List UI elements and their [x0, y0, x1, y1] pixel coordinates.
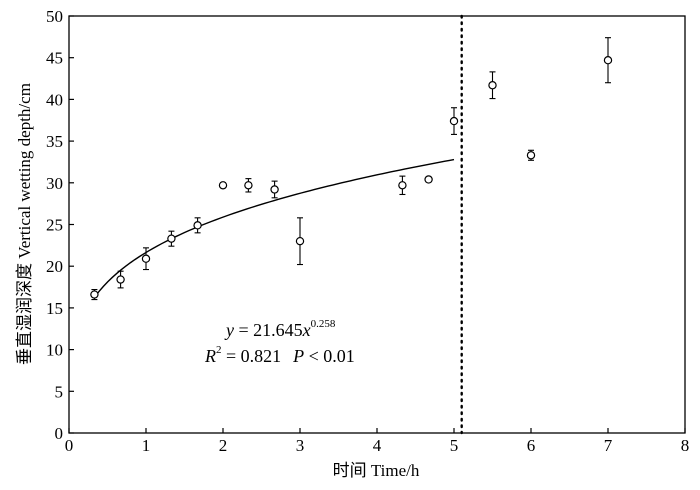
point-marker [526, 151, 536, 160]
x-tick-label: 0 [65, 436, 74, 455]
y-axis-title: 垂直湿润深度 Vertical wetting depth/cm [15, 83, 34, 365]
data-point [218, 181, 228, 190]
y-tick-label: 40 [46, 90, 63, 109]
eq-coef: 21.645 [253, 320, 303, 340]
data-point [526, 149, 536, 161]
y-tick-label: 25 [46, 216, 63, 235]
data-point [141, 247, 151, 271]
fit-curve-group [93, 158, 455, 298]
data-point [449, 107, 459, 135]
point-marker [424, 175, 433, 184]
axes [68, 15, 686, 434]
x-tick-label: 2 [219, 436, 228, 455]
y-tick-label: 5 [55, 382, 64, 401]
fit-curve [93, 158, 455, 298]
point-marker [244, 181, 253, 190]
data-point [193, 217, 202, 234]
data-point [398, 175, 407, 196]
x-tick-label: 1 [142, 436, 151, 455]
x-axis-title: 时间 Time/h [333, 461, 420, 480]
eq-y-var: y [224, 320, 234, 340]
data-point [167, 230, 176, 247]
data-point [295, 217, 305, 266]
data-point [424, 175, 433, 184]
point-marker [141, 254, 151, 263]
x-tick-label: 5 [450, 436, 459, 455]
r-squared-label: R [204, 346, 216, 366]
point-marker [270, 185, 279, 194]
data-point [270, 180, 279, 199]
y-tick-label: 15 [46, 299, 63, 318]
y-tick-label: 30 [46, 174, 63, 193]
x-tick-label: 4 [373, 436, 382, 455]
y-tick-label: 45 [46, 49, 63, 68]
plot-frame [68, 15, 686, 434]
point-marker [193, 221, 202, 230]
point-marker [603, 56, 613, 65]
data-point [603, 37, 613, 84]
x-tick-label: 3 [296, 436, 305, 455]
point-marker [295, 236, 305, 246]
eq-x-var: x [302, 320, 311, 340]
p-label: P [292, 346, 304, 366]
y-tick-label: 20 [46, 257, 63, 276]
point-marker [449, 116, 459, 126]
y-tick-label: 0 [55, 424, 64, 443]
data-points [90, 37, 613, 301]
point-marker [90, 290, 99, 299]
r-squared-sup: 2 [216, 344, 222, 356]
y-tick-label: 50 [46, 7, 63, 26]
r-squared-value: = 0.821 [222, 346, 282, 366]
point-marker [218, 181, 228, 190]
y-tick-label: 35 [46, 132, 63, 151]
eq-exponent: 0.258 [311, 318, 336, 330]
p-value: < 0.01 [304, 346, 355, 366]
data-point [90, 289, 99, 301]
data-point [244, 178, 253, 193]
fit-equation: y = 21.645x0.258 [224, 318, 336, 340]
point-marker [488, 81, 497, 90]
data-point [488, 71, 497, 100]
x-tick-label: 7 [604, 436, 613, 455]
eq-sign: = [234, 320, 253, 340]
x-tick-label: 6 [527, 436, 536, 455]
data-point [116, 270, 125, 289]
x-tick-label: 8 [681, 436, 690, 455]
y-tick-label: 10 [46, 341, 63, 360]
point-marker [398, 181, 407, 190]
point-marker [116, 275, 125, 284]
fit-stats: R2 = 0.821 P < 0.01 [204, 344, 355, 366]
point-marker [167, 234, 176, 243]
